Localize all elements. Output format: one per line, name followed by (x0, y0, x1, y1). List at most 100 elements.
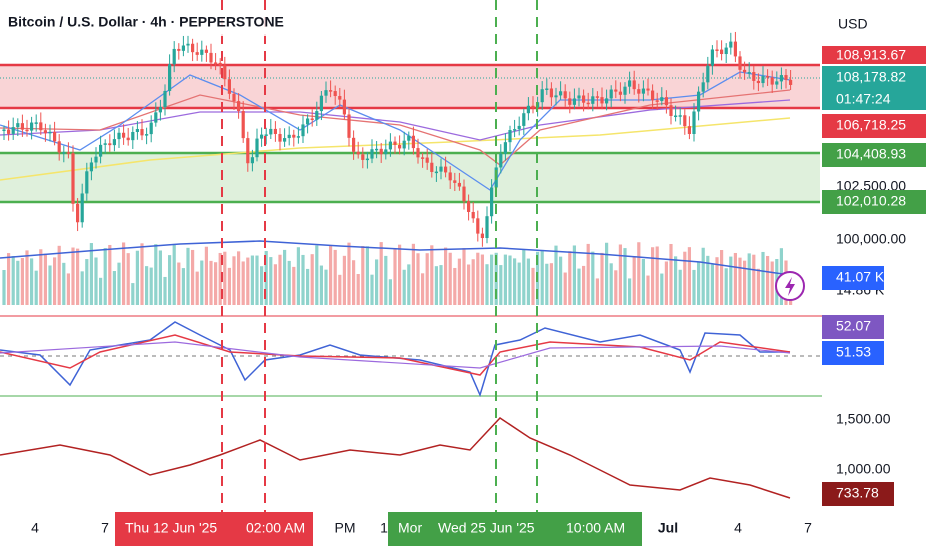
volume-bar (140, 243, 144, 305)
candle-body (766, 76, 770, 78)
volume-bar (733, 252, 737, 305)
crosshair-time: 02:00 AM (246, 520, 305, 536)
volume-bar (223, 251, 227, 305)
volume-bar (651, 247, 655, 305)
candle-body (260, 134, 264, 139)
candle-body (614, 89, 618, 92)
volume-bar (269, 257, 273, 305)
candle-body (158, 107, 162, 113)
volume-bar (11, 256, 15, 305)
candle-body (204, 49, 208, 53)
candle-body (131, 132, 135, 141)
candle-body (398, 144, 402, 149)
volume-bar (324, 269, 328, 305)
volume-bar (549, 263, 553, 305)
crosshair-prefix: Mor (398, 520, 422, 536)
volume-bar (752, 254, 756, 305)
candle-body (664, 97, 668, 106)
candle-body (99, 144, 103, 157)
volume-bar (195, 271, 199, 305)
candle-body (126, 137, 130, 141)
price-tag (822, 143, 926, 167)
volume-bar (177, 262, 181, 305)
volume-bar (660, 273, 664, 305)
candle-body (407, 135, 411, 141)
candle-body (632, 80, 636, 90)
candle-body (697, 91, 701, 112)
candle-body (241, 111, 245, 139)
candle-body (715, 49, 719, 51)
time-label: 4 (734, 520, 742, 536)
price-label: 104,408.93 (836, 146, 906, 162)
price-label: 52.07 (836, 318, 871, 334)
candle-body (269, 128, 273, 135)
candle-body (310, 118, 314, 120)
candle-body (2, 129, 6, 131)
volume-bar (761, 251, 765, 305)
candle-body (195, 52, 199, 55)
candle-body (692, 111, 696, 135)
time-label: 7 (101, 520, 109, 536)
volume-bar (457, 258, 461, 305)
volume-bar (531, 267, 535, 305)
volume-ma (0, 240, 791, 276)
candle-body (264, 134, 268, 136)
candle-body (462, 186, 466, 202)
volume-bar (287, 260, 291, 305)
volume-bar (89, 243, 93, 305)
candle-body (756, 80, 760, 84)
volume-bar (655, 246, 659, 305)
volume-bar (370, 274, 374, 305)
ma-line (0, 99, 791, 141)
candle-body (250, 157, 254, 164)
candle-body (522, 113, 526, 126)
candle-body (319, 95, 323, 112)
candle-body (181, 45, 185, 51)
title-bg (0, 10, 310, 36)
volume-bar (462, 248, 466, 305)
candle-body (43, 130, 47, 134)
volume-bar (20, 257, 24, 305)
volume-bar (85, 259, 89, 305)
candle-body (237, 101, 241, 112)
volume-bar (71, 247, 75, 305)
candle-body (434, 171, 438, 174)
price-label: 102,010.28 (836, 193, 906, 209)
candle-body (122, 132, 126, 138)
candle-body (710, 49, 714, 66)
candle-body (296, 136, 300, 138)
candle-body (513, 129, 517, 131)
volume-bar (255, 255, 259, 305)
volume-bar (416, 253, 420, 305)
volume-bar (595, 278, 599, 305)
volume-bar (586, 243, 590, 305)
countdown: 01:47:24 (836, 91, 891, 107)
candle-body (278, 133, 282, 142)
candle-body (609, 89, 613, 99)
candle-body (402, 140, 406, 149)
price-label: 106,718.25 (836, 117, 906, 133)
volume-bar (76, 248, 80, 305)
volume-bar (310, 254, 314, 305)
candle-body (200, 49, 204, 55)
candle-body (517, 125, 521, 130)
candle-body (641, 88, 645, 94)
volume-bar (618, 244, 622, 305)
candle-body (315, 111, 319, 120)
candle-body (563, 91, 567, 99)
candle-body (384, 149, 388, 155)
price-label: 108,913.67 (836, 47, 906, 63)
candle-body (89, 162, 93, 172)
currency: USD (838, 16, 868, 32)
candle-body (168, 64, 172, 91)
candle-body (375, 148, 379, 151)
volume-bar (710, 264, 714, 305)
candle-body (568, 98, 572, 105)
candle-body (747, 72, 751, 74)
candle-body (16, 123, 20, 128)
volume-bar (421, 273, 425, 305)
candle-body (338, 96, 342, 100)
volume-bar (729, 256, 733, 305)
candle-body (526, 105, 530, 114)
volume-bar (724, 268, 728, 305)
